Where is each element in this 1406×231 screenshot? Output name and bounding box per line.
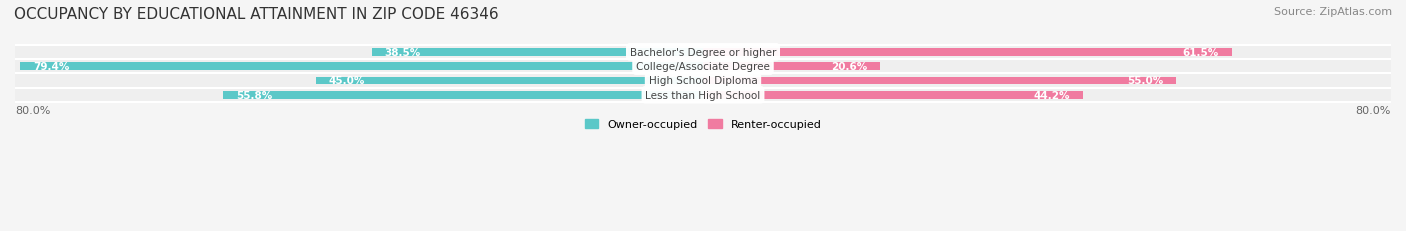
- Legend: Owner-occupied, Renter-occupied: Owner-occupied, Renter-occupied: [581, 115, 825, 134]
- Bar: [15, 60, 1391, 74]
- Text: High School Diploma: High School Diploma: [648, 76, 758, 86]
- Text: Bachelor's Degree or higher: Bachelor's Degree or higher: [630, 48, 776, 58]
- Bar: [373, 49, 703, 57]
- Bar: [703, 77, 1175, 85]
- Text: Source: ZipAtlas.com: Source: ZipAtlas.com: [1274, 7, 1392, 17]
- Text: 44.2%: 44.2%: [1033, 90, 1070, 100]
- Bar: [15, 88, 1391, 102]
- Text: 80.0%: 80.0%: [1355, 106, 1391, 116]
- Text: 45.0%: 45.0%: [329, 76, 366, 86]
- Text: 20.6%: 20.6%: [831, 62, 868, 72]
- Text: College/Associate Degree: College/Associate Degree: [636, 62, 770, 72]
- Bar: [703, 63, 880, 71]
- Text: 55.8%: 55.8%: [236, 90, 273, 100]
- Text: 55.0%: 55.0%: [1126, 76, 1163, 86]
- Text: 38.5%: 38.5%: [385, 48, 420, 58]
- Bar: [20, 63, 703, 71]
- Bar: [15, 74, 1391, 88]
- Bar: [15, 46, 1391, 60]
- Text: OCCUPANCY BY EDUCATIONAL ATTAINMENT IN ZIP CODE 46346: OCCUPANCY BY EDUCATIONAL ATTAINMENT IN Z…: [14, 7, 499, 22]
- Text: 80.0%: 80.0%: [15, 106, 51, 116]
- Bar: [224, 91, 703, 99]
- Bar: [703, 49, 1232, 57]
- Bar: [703, 91, 1083, 99]
- Text: Less than High School: Less than High School: [645, 90, 761, 100]
- Text: 79.4%: 79.4%: [34, 62, 69, 72]
- Bar: [316, 77, 703, 85]
- Text: 61.5%: 61.5%: [1182, 48, 1219, 58]
